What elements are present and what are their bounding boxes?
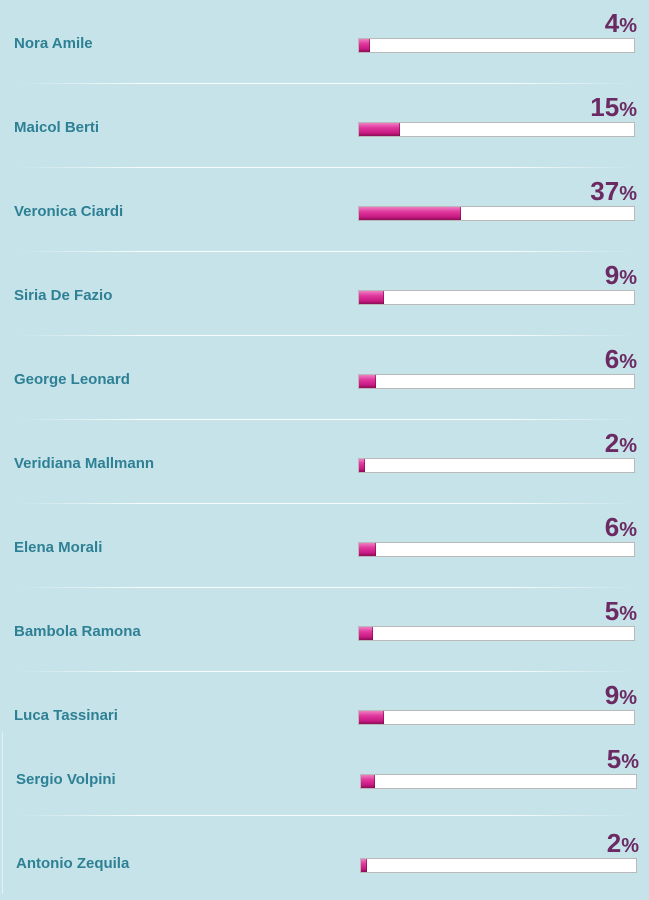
percent-sign: %	[621, 835, 639, 857]
vote-progress-bar	[358, 290, 635, 305]
row-divider	[14, 83, 639, 84]
poll-result-row: Veronica Ciardi 37%	[0, 168, 649, 252]
vote-percentage: 9%	[605, 262, 637, 288]
vote-percentage: 9%	[605, 682, 637, 708]
vote-progress-fill	[359, 207, 461, 220]
row-divider	[14, 167, 639, 168]
poll-result-row: George Leonard 6%	[0, 336, 649, 420]
candidate-name: Antonio Zequila	[16, 855, 130, 872]
vote-progress-bar	[360, 774, 637, 789]
percent-sign: %	[619, 267, 637, 289]
vote-percentage: 15%	[590, 94, 637, 120]
candidate-name: Veronica Ciardi	[14, 203, 124, 220]
vote-percentage: 6%	[605, 514, 637, 540]
vote-progress-fill	[359, 291, 384, 304]
vote-percentage: 5%	[605, 598, 637, 624]
vote-percentage-value: 6	[604, 344, 620, 374]
poll-result-row: Nora Amile 4%	[0, 0, 649, 84]
row-divider	[14, 419, 639, 420]
candidate-name: Elena Morali	[14, 539, 103, 556]
poll-result-row: Antonio Zequila 2%	[0, 816, 649, 900]
vote-percentage-value: 6	[604, 512, 620, 542]
vote-progress-fill	[361, 859, 367, 872]
vote-progress-bar	[358, 542, 635, 557]
vote-percentage-value: 15	[590, 92, 620, 122]
vote-percentage: 2%	[605, 430, 637, 456]
candidate-name: George Leonard	[14, 371, 130, 388]
vote-percentage-value: 4	[604, 8, 620, 38]
vote-percentage-value: 2	[606, 828, 622, 858]
vote-progress-fill	[359, 543, 376, 556]
vote-progress-bar	[358, 626, 635, 641]
poll-result-row: Bambola Ramona 5%	[0, 588, 649, 672]
vote-progress-bar	[358, 374, 635, 389]
vote-progress-fill	[359, 123, 401, 136]
vote-progress-fill	[359, 459, 365, 472]
row-divider	[14, 671, 639, 672]
vote-percentage: 37%	[590, 178, 637, 204]
candidate-name: Siria De Fazio	[14, 287, 113, 304]
percent-sign: %	[619, 351, 637, 373]
vote-progress-bar	[358, 458, 635, 473]
candidate-name: Maicol Berti	[14, 119, 100, 136]
vote-percentage: 6%	[605, 346, 637, 372]
vote-percentage-value: 9	[604, 260, 620, 290]
candidate-name: Veridiana Mallmann	[14, 455, 155, 472]
vote-percentage-value: 2	[604, 428, 620, 458]
candidate-name: Luca Tassinari	[14, 707, 118, 724]
vote-percentage-value: 5	[606, 744, 622, 774]
vote-progress-fill	[359, 375, 376, 388]
vote-progress-fill	[359, 39, 370, 52]
percent-sign: %	[619, 687, 637, 709]
poll-result-row: Siria De Fazio 9%	[0, 252, 649, 336]
vote-percentage: 5%	[607, 746, 639, 772]
candidate-name: Nora Amile	[14, 35, 93, 52]
vote-percentage: 4%	[605, 10, 637, 36]
vote-progress-bar	[358, 122, 635, 137]
vote-percentage-value: 5	[604, 596, 620, 626]
vote-progress-bar	[358, 710, 635, 725]
row-divider	[14, 503, 639, 504]
poll-result-row: Maicol Berti 15%	[0, 84, 649, 168]
poll-result-row: Sergio Volpini 5%	[0, 732, 649, 816]
row-divider	[14, 335, 639, 336]
row-divider	[14, 251, 639, 252]
vote-progress-bar	[358, 38, 635, 53]
percent-sign: %	[619, 183, 637, 205]
vote-percentage-value: 37	[590, 176, 620, 206]
percent-sign: %	[619, 15, 637, 37]
row-divider	[14, 587, 639, 588]
percent-sign: %	[619, 519, 637, 541]
candidate-name: Sergio Volpini	[16, 771, 116, 788]
poll-result-row: Luca Tassinari 9%	[0, 672, 649, 756]
vote-progress-fill	[361, 775, 375, 788]
candidate-name: Bambola Ramona	[14, 623, 141, 640]
percent-sign: %	[621, 751, 639, 773]
percent-sign: %	[619, 603, 637, 625]
vote-percentage-value: 9	[604, 680, 620, 710]
poll-result-row: Elena Morali 6%	[0, 504, 649, 588]
vote-percentage: 2%	[607, 830, 639, 856]
percent-sign: %	[619, 435, 637, 457]
vote-progress-bar	[360, 858, 637, 873]
percent-sign: %	[619, 99, 637, 121]
vote-progress-bar	[358, 206, 635, 221]
row-divider	[14, 815, 639, 816]
poll-result-row: Veridiana Mallmann 2%	[0, 420, 649, 504]
vote-progress-fill	[359, 711, 384, 724]
vote-progress-fill	[359, 627, 373, 640]
